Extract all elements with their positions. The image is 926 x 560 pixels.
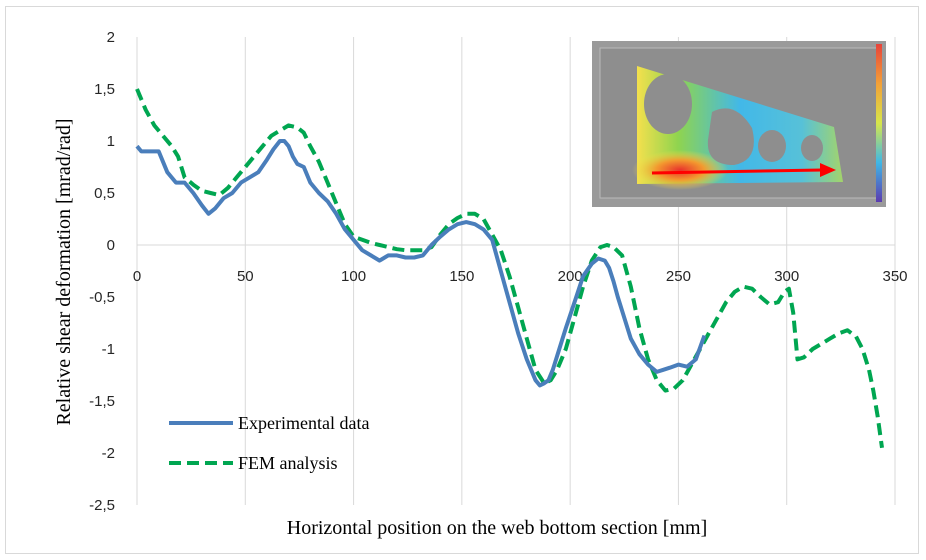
x-axis-title: Horizontal position on the web bottom se… bbox=[287, 517, 708, 539]
x-tick-label: 300 bbox=[774, 268, 799, 285]
x-tick-label: 50 bbox=[237, 268, 254, 285]
x-tick-label: 0 bbox=[133, 268, 141, 285]
y-tick-label: 2 bbox=[107, 29, 115, 46]
legend: Experimental data FEM analysis bbox=[169, 413, 369, 473]
y-tick-label: -2 bbox=[102, 445, 115, 462]
x-tick-label: 200 bbox=[558, 268, 583, 285]
y-tick-label: 0,5 bbox=[94, 185, 115, 202]
legend-label-fem: FEM analysis bbox=[238, 453, 338, 473]
y-tick-label: 1,5 bbox=[94, 81, 115, 98]
y-tick-label: -1,5 bbox=[89, 393, 115, 410]
inset-image bbox=[592, 41, 886, 207]
y-tick-label: 0 bbox=[107, 237, 115, 254]
y-tick-label: -2,5 bbox=[89, 497, 115, 514]
y-tick-label: 1 bbox=[107, 133, 115, 150]
x-tick-label: 150 bbox=[449, 268, 474, 285]
y-tick-label: -0,5 bbox=[89, 289, 115, 306]
legend-label-experimental: Experimental data bbox=[238, 413, 369, 433]
y-axis-title: Relative shear deformation [mrad/rad] bbox=[53, 118, 75, 425]
x-tick-label: 350 bbox=[882, 268, 907, 285]
x-tick-label: 100 bbox=[341, 268, 366, 285]
y-tick-label: -1 bbox=[102, 341, 115, 358]
x-tick-label: 250 bbox=[666, 268, 691, 285]
